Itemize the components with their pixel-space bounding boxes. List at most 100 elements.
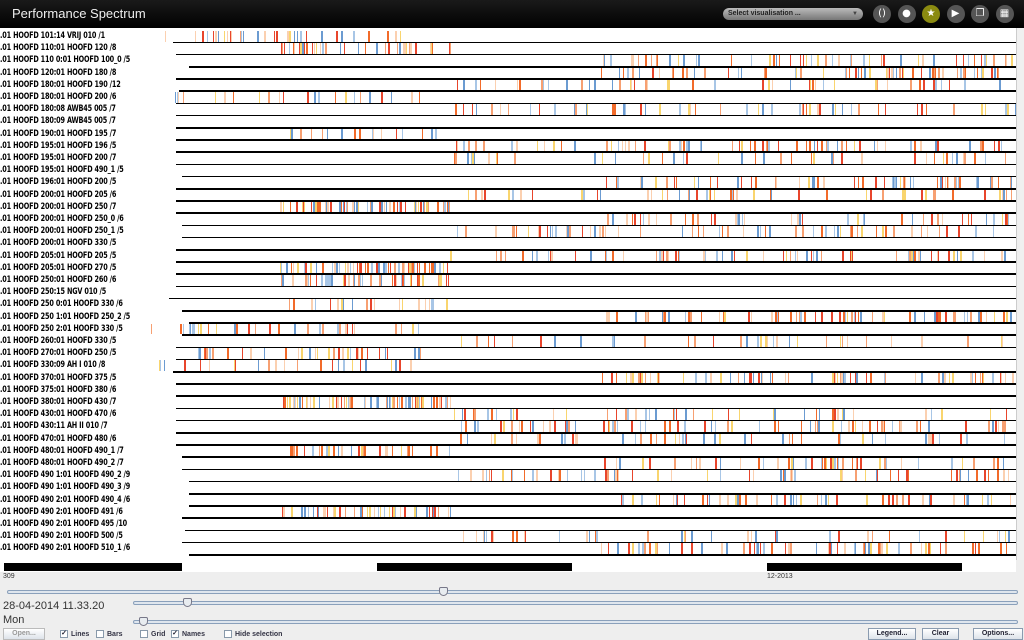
speed-slider[interactable] — [133, 617, 1018, 626]
lines-checkbox[interactable]: ✓ Lines — [60, 630, 89, 638]
segment-row[interactable]: .01 HOOFD 196:01 HOOFD 200 /5 — [0, 177, 1016, 190]
segment-row[interactable]: .01 HOOFD 490 2:01 HOOFD 495 /10 — [0, 519, 1016, 532]
segment-row[interactable]: .01 HOOFD 470:01 HOOFD 480 /6 — [0, 433, 1016, 446]
spectrum-mark — [1007, 214, 1010, 225]
segment-row[interactable]: .01 HOOFD 180:01 HOOFD 190 /12 — [0, 79, 1016, 92]
open-button[interactable]: Open... — [3, 628, 45, 640]
spectrum-mark — [520, 189, 522, 201]
segment-row[interactable]: .01 HOOFD 330:09 AH I 010 /8 — [0, 360, 1016, 373]
spectrum-mark — [838, 531, 840, 542]
segment-row[interactable]: .01 HOOFD 195:01 HOOFD 200 /7 — [0, 153, 1016, 166]
segment-row[interactable]: .01 HOOFD 110 0:01 HOOFD 100_0 /5 — [0, 55, 1016, 68]
spectrum-mark — [795, 226, 797, 237]
segment-row[interactable]: .01 HOOFD 180:01 HOOFD 200 /6 — [0, 92, 1016, 105]
time-position-slider[interactable] — [7, 587, 1018, 596]
clear-button[interactable]: Clear — [922, 628, 959, 640]
segment-row[interactable]: .01 HOOFD 195:01 HOOFD 196 /5 — [0, 140, 1016, 153]
spectrum-mark — [177, 92, 180, 103]
segment-row[interactable]: .01 HOOFD 250:15 NGV 010 /5 — [0, 287, 1016, 300]
segment-row[interactable]: .01 HOOFD 370:01 HOOFD 375 /5 — [0, 372, 1016, 385]
spectrum-mark — [992, 372, 994, 384]
spectrum-mark — [832, 104, 834, 115]
bars-checkbox[interactable]: Bars — [96, 630, 123, 638]
segment-row[interactable]: .01 HOOFD 480:01 HOOFD 490_1 /7 — [0, 445, 1016, 458]
brackets-button[interactable]: () — [873, 5, 891, 23]
segment-row[interactable]: .01 HOOFD 250 1:01 HOOFD 250_2 /5 — [0, 311, 1016, 324]
spectrum-mark — [404, 201, 407, 213]
spectrum-mark — [922, 494, 924, 506]
spectrum-mark — [755, 543, 757, 554]
segment-row[interactable]: .01 HOOFD 195:01 HOOFD 490_1 /5 — [0, 165, 1016, 178]
spectrum-mark — [431, 299, 433, 310]
slider-thumb[interactable] — [183, 598, 193, 607]
zoom-slider[interactable] — [133, 598, 1018, 607]
segment-row[interactable]: .01 HOOFD 270:01 HOOFD 250 /5 — [0, 348, 1016, 361]
segment-row[interactable]: .01 HOOFD 120:01 HOOFD 180 /8 — [0, 67, 1016, 80]
segment-row[interactable]: .01 HOOFD 380:01 HOOFD 430 /7 — [0, 397, 1016, 410]
segment-row[interactable]: .01 HOOFD 250 0:01 HOOFD 330 /6 — [0, 299, 1016, 312]
spectrum-mark — [733, 250, 736, 262]
segment-row[interactable]: .01 HOOFD 250 2:01 HOOFD 330 /5 — [0, 323, 1016, 336]
segment-row[interactable]: .01 HOOFD 205:01 HOOFD 205 /5 — [0, 250, 1016, 263]
copy-button[interactable]: ❐ — [971, 5, 989, 23]
segment-row[interactable]: .01 HOOFD 490 2:01 HOOFD 491 /6 — [0, 506, 1016, 519]
star-button[interactable]: ★ — [922, 5, 940, 23]
segment-row[interactable]: .01 HOOFD 110:01 HOOFD 120 /8 — [0, 43, 1016, 56]
play-button[interactable]: ▶ — [946, 5, 965, 23]
performance-spectrum-canvas[interactable]: .01 HOOFD 101:14 VRIJ 010 /1.01 HOOFD 11… — [0, 28, 1016, 560]
segment-row[interactable]: .01 HOOFD 180:09 AWB45 005 /7 — [0, 116, 1016, 129]
spectrum-mark — [202, 31, 204, 42]
spectrum-mark — [646, 311, 648, 323]
spectrum-mark — [393, 397, 395, 408]
segment-row[interactable]: .01 HOOFD 200:01 HOOFD 250 /7 — [0, 201, 1016, 214]
spectrum-mark — [895, 67, 898, 79]
segment-row[interactable]: .01 HOOFD 190:01 HOOFD 195 /7 — [0, 128, 1016, 141]
segment-row[interactable]: .01 HOOFD 200:01 HOOFD 250_0 /6 — [0, 214, 1016, 227]
spectrum-mark — [717, 153, 720, 164]
segment-row[interactable]: .01 HOOFD 490 2:01 HOOFD 500 /5 — [0, 531, 1016, 544]
spectrum-mark — [816, 140, 819, 152]
spectrum-mark — [989, 177, 992, 188]
segment-row[interactable]: .01 HOOFD 480:01 HOOFD 490_2 /7 — [0, 458, 1016, 471]
names-checkbox[interactable]: ✓ Names — [171, 630, 205, 638]
spectrum-mark — [391, 275, 394, 286]
spectrum-mark — [759, 226, 762, 237]
spectrum-mark — [431, 128, 433, 140]
options-button[interactable]: Options... — [973, 628, 1023, 640]
spectrum-mark — [985, 214, 988, 225]
segment-row[interactable]: .01 HOOFD 200:01 HOOFD 250_1 /5 — [0, 226, 1016, 239]
legend-button[interactable]: Legend... — [868, 628, 916, 640]
spectrum-mark — [871, 531, 874, 542]
vertical-scrollbar[interactable] — [1016, 28, 1024, 560]
spectrum-mark — [870, 543, 872, 554]
spectrum-mark — [882, 494, 884, 506]
segment-row[interactable]: .01 HOOFD 490 1:01 HOOFD 490_2 /9 — [0, 470, 1016, 483]
drop-button[interactable]: ● — [897, 5, 916, 23]
spectrum-mark — [515, 433, 518, 445]
segment-row[interactable]: .01 HOOFD 205:01 HOOFD 270 /5 — [0, 262, 1016, 275]
spectrum-mark — [612, 421, 614, 432]
segment-row[interactable]: .01 HOOFD 490 2:01 HOOFD 510_1 /6 — [0, 543, 1016, 556]
segment-row[interactable]: .01 HOOFD 490 1:01 HOOFD 490_3 /9 — [0, 482, 1016, 495]
spectrum-mark — [939, 543, 942, 554]
slider-thumb[interactable] — [138, 617, 148, 626]
segment-row[interactable]: .01 HOOFD 490 2:01 HOOFD 490_4 /6 — [0, 494, 1016, 507]
segment-row[interactable]: .01 HOOFD 200:01 HOOFD 330 /5 — [0, 238, 1016, 251]
slider-thumb[interactable] — [438, 587, 448, 596]
segment-row[interactable]: .01 HOOFD 430:01 HOOFD 470 /6 — [0, 409, 1016, 422]
segment-baseline — [175, 163, 1016, 166]
segment-label: .01 HOOFD 190:01 HOOFD 195 /7 — [0, 128, 117, 139]
segment-row[interactable]: .01 HOOFD 375:01 HOOFD 380 /6 — [0, 385, 1016, 397]
select-visualisation-dropdown[interactable]: Select visualisation ... ▼ — [723, 8, 863, 20]
hide-selection-checkbox[interactable]: Hide selection — [224, 630, 282, 638]
segment-row[interactable]: .01 HOOFD 101:14 VRIJ 010 /1 — [0, 31, 1016, 44]
spectrum-mark — [204, 348, 207, 359]
segment-row[interactable]: .01 HOOFD 180:08 AWB45 005 /7 — [0, 104, 1016, 117]
grid-checkbox[interactable]: Grid — [140, 630, 165, 638]
segment-row[interactable]: .01 HOOFD 260:01 HOOFD 330 /5 — [0, 336, 1016, 349]
spectrum-mark — [900, 458, 903, 469]
segment-row[interactable]: .01 HOOFD 200:01 HOOFD 205 /6 — [0, 189, 1016, 202]
segment-row[interactable]: .01 HOOFD 430:11 AH II 010 /7 — [0, 421, 1016, 434]
segment-row[interactable]: .01 HOOFD 250:01 HOOFD 260 /6 — [0, 275, 1016, 288]
grid-button[interactable]: ▦ — [995, 5, 1014, 23]
